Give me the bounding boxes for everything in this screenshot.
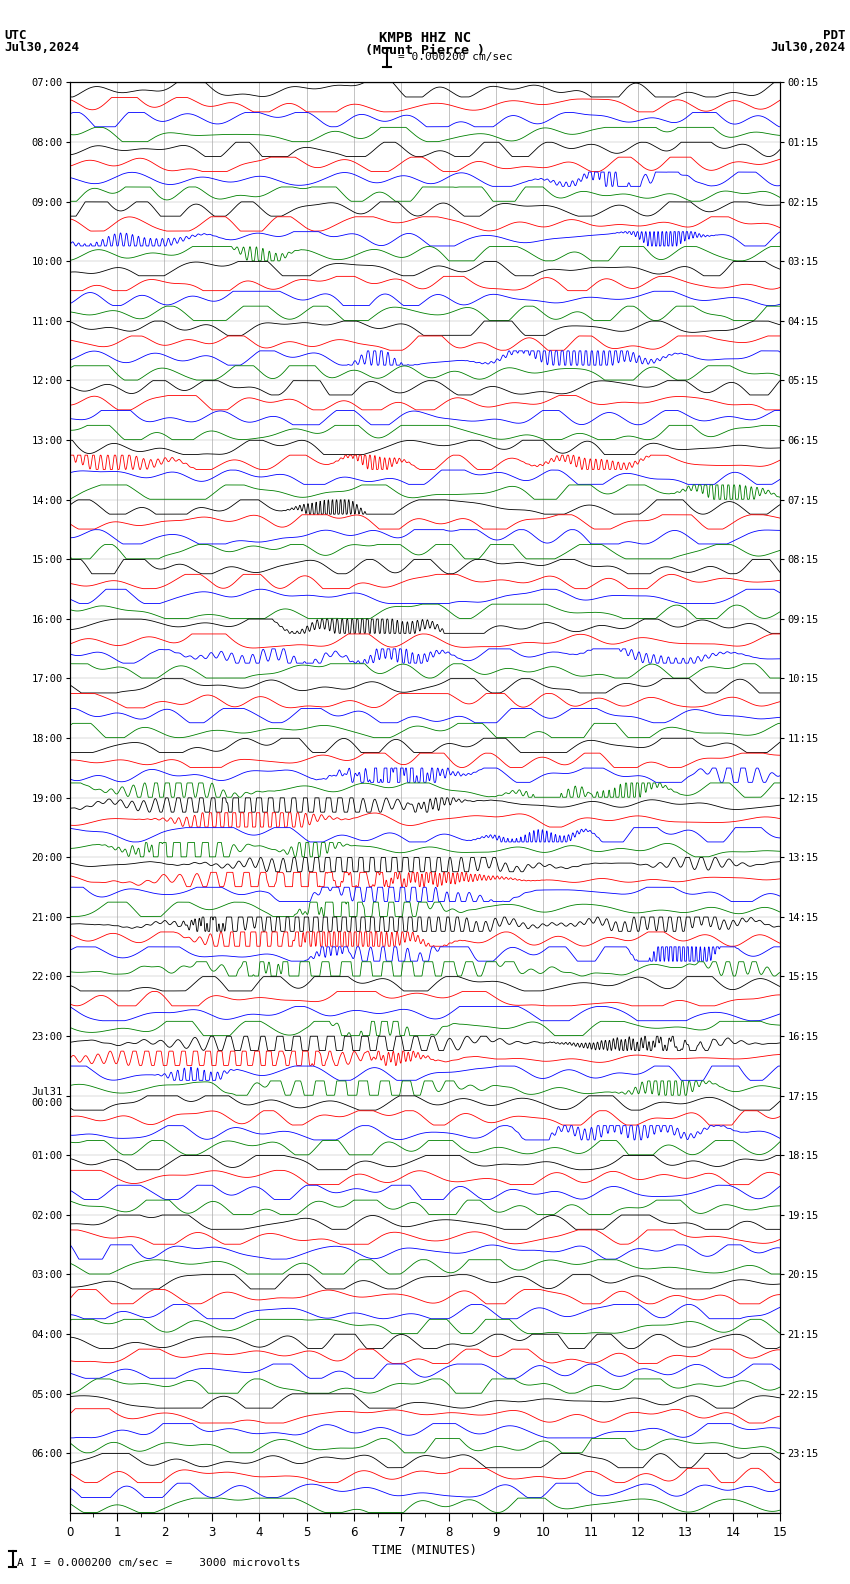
Text: UTC: UTC	[4, 29, 26, 41]
Text: (Mount Pierce ): (Mount Pierce )	[365, 43, 485, 57]
Text: A I = 0.000200 cm/sec =    3000 microvolts: A I = 0.000200 cm/sec = 3000 microvolts	[17, 1559, 301, 1568]
Text: Jul30,2024: Jul30,2024	[4, 41, 79, 54]
X-axis label: TIME (MINUTES): TIME (MINUTES)	[372, 1544, 478, 1557]
Text: Jul30,2024: Jul30,2024	[771, 41, 846, 54]
Text: KMPB HHZ NC: KMPB HHZ NC	[379, 30, 471, 44]
Text: PDT: PDT	[824, 29, 846, 41]
Text: = 0.000200 cm/sec: = 0.000200 cm/sec	[398, 52, 513, 62]
